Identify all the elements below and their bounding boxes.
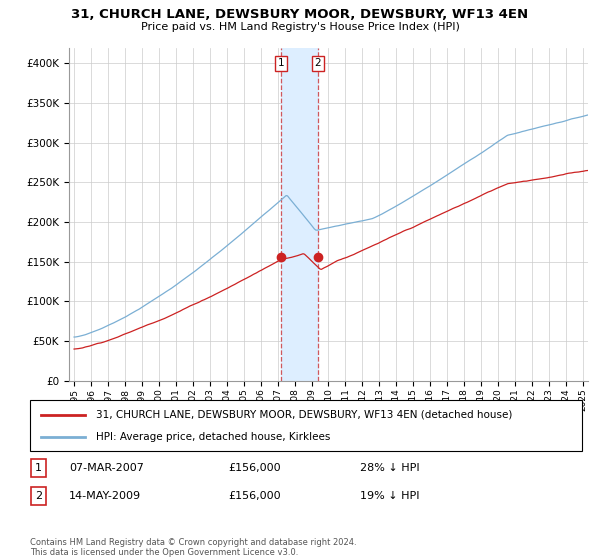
Text: 31, CHURCH LANE, DEWSBURY MOOR, DEWSBURY, WF13 4EN: 31, CHURCH LANE, DEWSBURY MOOR, DEWSBURY…: [71, 8, 529, 21]
Text: HPI: Average price, detached house, Kirklees: HPI: Average price, detached house, Kirk…: [96, 432, 331, 442]
Text: 28% ↓ HPI: 28% ↓ HPI: [360, 463, 419, 473]
Text: 19% ↓ HPI: 19% ↓ HPI: [360, 491, 419, 501]
FancyBboxPatch shape: [31, 487, 46, 505]
Text: Contains HM Land Registry data © Crown copyright and database right 2024.
This d: Contains HM Land Registry data © Crown c…: [30, 538, 356, 557]
Text: 07-MAR-2007: 07-MAR-2007: [69, 463, 144, 473]
Text: 1: 1: [278, 58, 284, 68]
Text: £156,000: £156,000: [228, 491, 281, 501]
Text: £156,000: £156,000: [228, 463, 281, 473]
FancyBboxPatch shape: [30, 400, 582, 451]
Text: Price paid vs. HM Land Registry's House Price Index (HPI): Price paid vs. HM Land Registry's House …: [140, 22, 460, 32]
Text: 2: 2: [314, 58, 321, 68]
Text: 14-MAY-2009: 14-MAY-2009: [69, 491, 141, 501]
FancyBboxPatch shape: [31, 459, 46, 477]
Text: 1: 1: [35, 463, 42, 473]
Text: 2: 2: [35, 491, 42, 501]
Bar: [281, 48, 318, 381]
Text: 31, CHURCH LANE, DEWSBURY MOOR, DEWSBURY, WF13 4EN (detached house): 31, CHURCH LANE, DEWSBURY MOOR, DEWSBURY…: [96, 409, 512, 419]
